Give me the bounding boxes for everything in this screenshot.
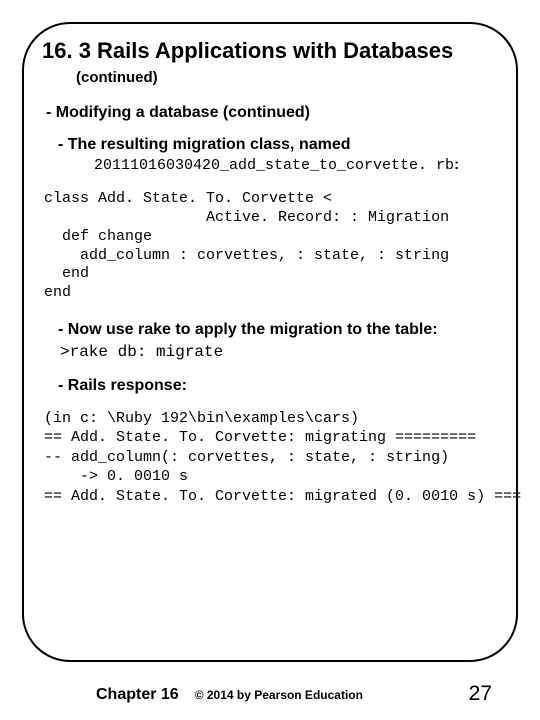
footer-chapter: Chapter 16: [96, 686, 179, 704]
footer-copyright: © 2014 by Pearson Education: [195, 688, 363, 702]
slide-footer: Chapter 16 © 2014 by Pearson Education 2…: [0, 686, 540, 704]
migration-filename: 20111016030420_add_state_to_corvette. rb…: [94, 156, 498, 174]
code-block-class: class Add. State. To. Corvette < Active.…: [44, 190, 498, 303]
filename-colon: :: [454, 156, 459, 173]
rails-output: (in c: \Ruby 192\bin\examples\cars) == A…: [44, 409, 498, 507]
slide-title: 16. 3 Rails Applications with Databases: [42, 38, 498, 63]
rake-command: >rake db: migrate: [60, 343, 498, 361]
continued-label: (continued): [76, 69, 498, 86]
bullet-resulting: - The resulting migration class, named: [58, 136, 498, 154]
bullet-rake: - Now use rake to apply the migration to…: [58, 321, 498, 339]
bullet-response: - Rails response:: [58, 377, 498, 395]
filename-text: 20111016030420_add_state_to_corvette. rb: [94, 157, 454, 174]
bullet-modifying: - Modifying a database (continued): [46, 104, 498, 122]
footer-page-number: 27: [469, 682, 492, 706]
slide-frame: 16. 3 Rails Applications with Databases …: [22, 22, 518, 662]
